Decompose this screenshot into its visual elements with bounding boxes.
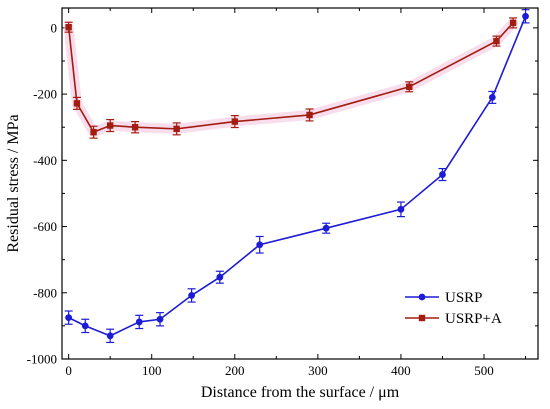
data-point [522, 12, 529, 20]
data-point [106, 332, 114, 340]
data-point [306, 111, 313, 119]
data-point [439, 171, 446, 178]
data-point [65, 24, 72, 31]
x-axis-title: Distance from the surface / μm [201, 384, 400, 401]
x-tick-label: 0 [65, 363, 72, 378]
legend: USRP USRP+A [405, 290, 502, 327]
data-point [156, 315, 164, 323]
plot-frame [61, 7, 539, 360]
y-axis-title: Residual stress / MPa [5, 114, 22, 252]
y-tick-label: -600 [33, 219, 57, 234]
legend-label: USRP [445, 290, 483, 306]
legend-marker [418, 314, 426, 322]
y-tick-label: -1000 [27, 352, 57, 367]
series-usrp-a [63, 17, 519, 139]
x-tick-label: 200 [225, 363, 245, 378]
legend-item: USRP [405, 290, 483, 306]
y-tick-label: -200 [33, 87, 57, 102]
y-tick-label: -800 [33, 285, 57, 300]
data-point [406, 83, 413, 91]
data-point [256, 241, 264, 249]
x-tick-label: 100 [142, 363, 162, 378]
data-point [106, 122, 114, 129]
data-point [231, 118, 238, 125]
legend-marker [418, 293, 426, 301]
series-usrp [64, 9, 530, 344]
data-point [509, 19, 517, 27]
data-point [65, 314, 73, 322]
data-point [81, 322, 89, 330]
data-point [188, 292, 195, 299]
plot-frame-group [61, 7, 539, 360]
data-point [135, 318, 143, 326]
axis-ticks-group: 0 100 200 300 400 500 -1000 -800 -600 -400 -200 0 [27, 8, 538, 378]
data-point [216, 273, 224, 281]
x-tick-label: 300 [308, 363, 328, 378]
data-point [131, 124, 139, 131]
legend-item: USRP+A [405, 311, 502, 327]
data-point [73, 100, 81, 107]
legend-label: USRP+A [445, 311, 502, 327]
series-group [63, 9, 530, 344]
y-tick-label: -400 [33, 153, 57, 168]
data-point [322, 224, 330, 232]
x-tick-label: 500 [474, 363, 494, 378]
data-point [90, 128, 97, 136]
series-highlight-band [63, 17, 519, 138]
data-point [397, 205, 405, 213]
data-point [488, 94, 496, 101]
x-tick-label: 400 [391, 363, 411, 378]
data-point [493, 37, 500, 45]
data-point [173, 125, 180, 133]
y-tick-label: 0 [51, 20, 58, 35]
